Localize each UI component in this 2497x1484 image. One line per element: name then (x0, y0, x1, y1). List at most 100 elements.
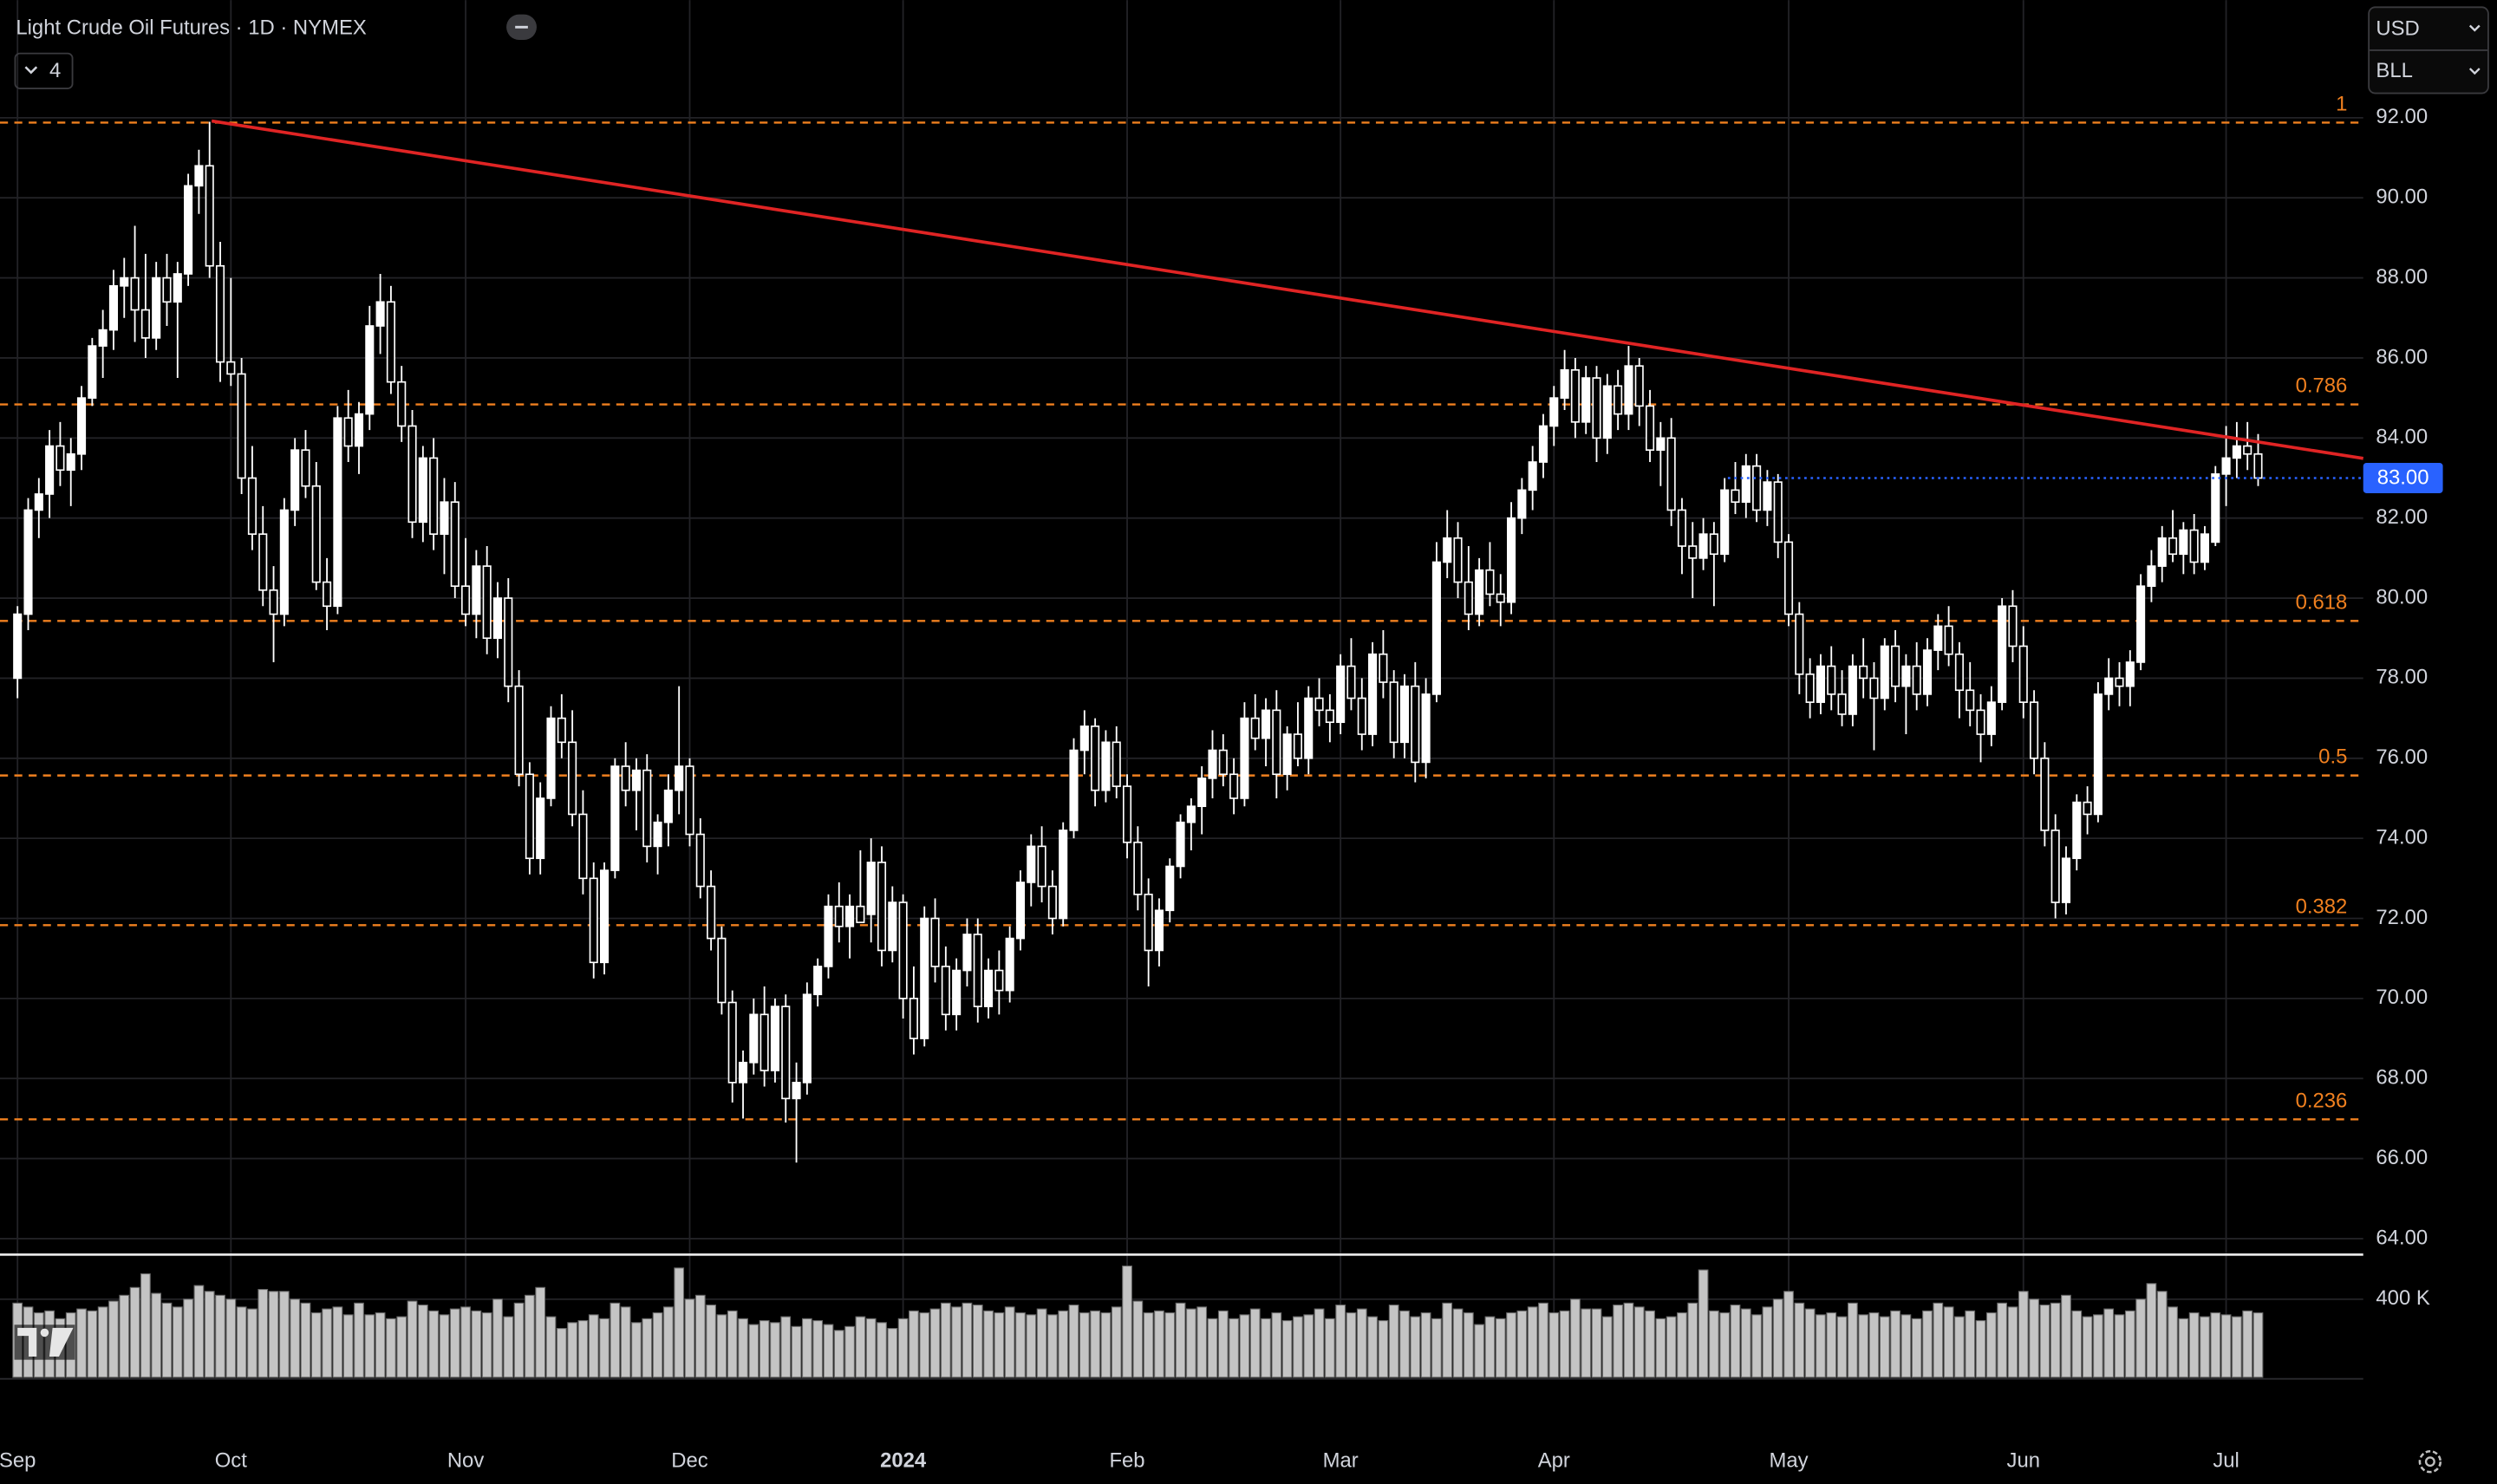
indicator-count: 4 (49, 59, 61, 82)
volume-bar (2200, 1316, 2210, 1378)
candle-body (1399, 685, 1410, 744)
candle-body (504, 597, 513, 687)
volume-bar (962, 1302, 973, 1378)
unit-select[interactable]: BLL (2376, 59, 2481, 82)
currency-select[interactable]: USD (2376, 16, 2481, 40)
volume-bar (204, 1291, 215, 1378)
candle-body (354, 413, 364, 447)
candle-body (418, 457, 427, 524)
candle-body (1091, 725, 1100, 791)
candle-body (1325, 709, 1334, 724)
volume-bar (706, 1305, 716, 1378)
volume-bar (631, 1322, 642, 1378)
candle-body (1037, 845, 1046, 888)
candle-body (1624, 365, 1633, 415)
logo[interactable] (14, 1325, 75, 1360)
candle-body (770, 1006, 779, 1071)
candle-body (1592, 377, 1601, 439)
fib-level-label: 0.5 (2318, 745, 2347, 769)
volume-bar (1975, 1320, 1986, 1378)
volume-bar (1004, 1306, 1015, 1378)
volume-bar (2231, 1316, 2242, 1378)
volume-bar (1090, 1310, 1100, 1378)
candle-body (1464, 581, 1473, 615)
candle-body (1240, 717, 1249, 799)
volume-bar (1175, 1302, 1186, 1378)
volume-tick-label: 400 K (2376, 1286, 2429, 1310)
candle-body (130, 277, 140, 311)
volume-bar (481, 1312, 492, 1378)
y-tick-label: 80.00 (2376, 585, 2428, 609)
candle-body (599, 869, 610, 964)
candle-body (1859, 665, 1868, 680)
candle-body (749, 1013, 759, 1064)
candle-body (717, 937, 727, 1004)
volume-bar (215, 1294, 225, 1378)
volume-bar (1772, 1298, 1783, 1378)
volume-bar (2178, 1318, 2189, 1378)
candle-body (1922, 649, 1933, 695)
volume-bar (407, 1300, 418, 1378)
volume-bar (865, 1318, 877, 1378)
candle-body (663, 789, 673, 823)
candle-body (66, 452, 75, 472)
volume-bar (1997, 1302, 2008, 1378)
trendline (211, 119, 2363, 460)
candle-body (2168, 537, 2178, 556)
candle-body (973, 934, 982, 1007)
volume-bar (290, 1298, 301, 1378)
candle-body (323, 581, 332, 608)
candle-body (1261, 709, 1271, 739)
candle-body (2018, 645, 2028, 703)
candle-body (2179, 529, 2188, 556)
volume-bar (833, 1330, 844, 1378)
candle-body (2136, 585, 2146, 663)
volume-bar (1410, 1316, 1421, 1378)
candle-body (98, 329, 108, 347)
volume-bar (2188, 1312, 2200, 1378)
candle-body (2072, 801, 2082, 860)
candle-body (482, 565, 492, 640)
indicator-toggle[interactable]: 4 (14, 52, 74, 89)
candle-body (2050, 830, 2060, 903)
candle-body (2030, 701, 2039, 759)
candle-body (1560, 368, 1569, 399)
collapse-button[interactable] (506, 14, 537, 40)
settings-icon[interactable] (2418, 1449, 2442, 1474)
volume-bar (929, 1308, 941, 1378)
chart-title: Light Crude Oil Futures · 1D · NYMEX (16, 16, 366, 39)
candle-body (226, 361, 236, 375)
candle-body (397, 381, 407, 427)
volume-bar (1633, 1306, 1645, 1378)
volume-bar (2220, 1314, 2232, 1378)
volume-bar (674, 1267, 685, 1378)
candle-body (2211, 473, 2220, 543)
volume-bar (1474, 1324, 1485, 1378)
volume-bar (172, 1306, 183, 1378)
volume-bar (1666, 1316, 1677, 1378)
volume-bar (2210, 1312, 2221, 1378)
y-tick-label: 72.00 (2376, 906, 2428, 929)
volume-bar (1762, 1306, 1773, 1378)
candle-body (1666, 437, 1676, 511)
candle-body (1869, 677, 1879, 700)
x-tick-label: Feb (1109, 1449, 1144, 1473)
volume-bar (1207, 1318, 1218, 1378)
candle-body (1805, 673, 1815, 703)
volume-bar (780, 1316, 792, 1378)
candle-body (589, 877, 598, 964)
volume-bar (396, 1316, 407, 1378)
volume-bar (1399, 1310, 1410, 1378)
candle-body (1645, 405, 1655, 451)
volume-bar (1538, 1302, 1548, 1378)
volume-bar (108, 1300, 119, 1378)
volume-bar (1196, 1306, 1208, 1378)
candle-body (450, 501, 460, 588)
candle-body (194, 165, 204, 187)
volume-bar (332, 1306, 343, 1378)
candle-body (88, 345, 97, 399)
candle-body (1122, 785, 1132, 843)
volume-bar (994, 1312, 1005, 1378)
candle-body (1293, 733, 1302, 759)
